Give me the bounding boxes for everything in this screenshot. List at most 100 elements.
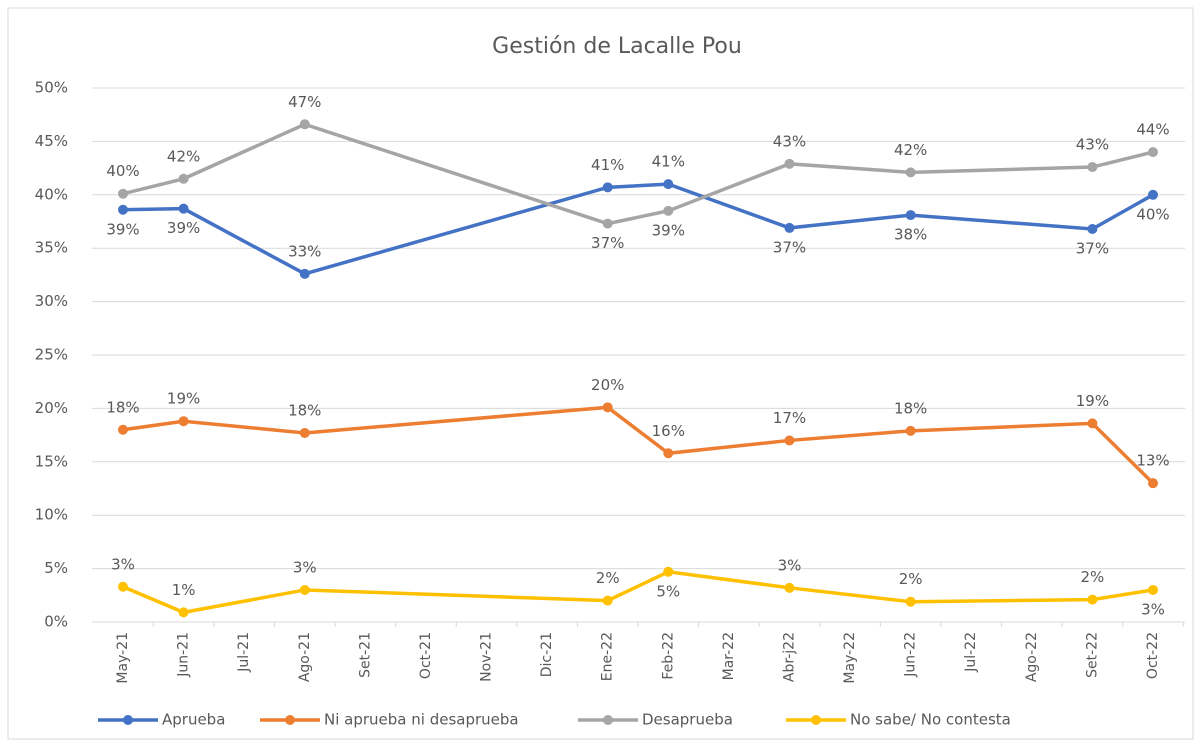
legend-label: No sabe/ No contesta	[850, 711, 1011, 729]
point	[1087, 594, 1098, 605]
data-label: 37%	[1076, 239, 1109, 257]
legend-marker	[603, 715, 613, 725]
data-label: 5%	[656, 582, 680, 600]
point	[1148, 189, 1158, 200]
point	[299, 584, 310, 595]
legend-label: Aprueba	[162, 711, 225, 729]
point	[118, 424, 128, 435]
x-tick-label: Oct-21	[418, 632, 434, 679]
chart-frame	[7, 7, 1194, 740]
data-label: 40%	[1136, 205, 1169, 223]
x-tick-label: Nov-21	[479, 632, 495, 682]
point	[663, 448, 674, 459]
x-tick-label: May-22	[842, 632, 858, 684]
point	[905, 596, 916, 607]
data-label: 3%	[1141, 600, 1165, 618]
point	[905, 425, 916, 436]
data-label: 18%	[106, 398, 139, 416]
data-label: 40%	[106, 162, 139, 180]
y-tick-label: 30%	[35, 292, 68, 310]
x-tick-label: Set-21	[357, 632, 373, 678]
y-tick-label: 10%	[35, 506, 68, 524]
point	[602, 218, 613, 229]
data-label: 41%	[652, 153, 685, 171]
point	[118, 188, 128, 199]
data-label: 17%	[773, 409, 806, 427]
legend-label: Ni aprueba ni desaprueba	[324, 711, 519, 729]
y-tick-label: 40%	[35, 185, 68, 203]
point	[1087, 223, 1098, 234]
data-label: 18%	[288, 401, 321, 419]
point	[1148, 584, 1158, 595]
data-label: 33%	[288, 242, 321, 260]
data-label: 3%	[111, 555, 135, 573]
point	[905, 210, 916, 221]
point	[178, 203, 189, 214]
y-tick-label: 0%	[44, 613, 68, 631]
y-tick-label: 15%	[35, 452, 68, 470]
point	[178, 173, 189, 184]
data-label: 42%	[167, 147, 200, 165]
data-label: 1%	[172, 581, 196, 599]
data-label: 47%	[288, 93, 321, 111]
point	[1148, 147, 1158, 158]
data-label: 42%	[894, 141, 927, 159]
data-label: 41%	[591, 156, 624, 174]
point	[784, 158, 795, 169]
legend-marker	[811, 715, 821, 725]
point	[784, 222, 795, 233]
x-tick-label: Abr-j22	[781, 632, 797, 682]
x-tick-label: Oct-22	[1145, 632, 1161, 679]
point	[663, 179, 674, 190]
point	[1148, 478, 1158, 489]
data-label: 20%	[591, 376, 624, 394]
point	[118, 204, 128, 215]
point	[784, 582, 795, 593]
data-label: 2%	[1081, 568, 1105, 586]
point	[1087, 162, 1098, 173]
data-label: 19%	[167, 390, 200, 408]
x-tick-label: Feb-22	[660, 632, 676, 680]
x-tick-label: Ago-21	[297, 632, 313, 682]
x-tick-label: Set-22	[1084, 632, 1100, 678]
data-label: 38%	[894, 226, 927, 244]
y-tick-label: 35%	[35, 239, 68, 257]
data-label: 39%	[106, 220, 139, 238]
data-label: 2%	[899, 570, 923, 588]
data-label: 44%	[1136, 121, 1169, 139]
data-label: 3%	[293, 558, 317, 576]
point	[178, 416, 189, 427]
point	[299, 268, 310, 279]
x-tick-label: May-21	[115, 632, 131, 684]
data-label: 2%	[596, 569, 620, 587]
point	[602, 595, 613, 606]
data-label: 19%	[1076, 392, 1109, 410]
point	[663, 566, 674, 577]
point	[118, 581, 128, 592]
x-tick-label: Dic-21	[539, 632, 555, 677]
y-tick-label: 20%	[35, 399, 68, 417]
point	[663, 205, 674, 216]
x-tick-label: Mar-22	[721, 632, 737, 680]
y-tick-label: 5%	[44, 559, 68, 577]
legend-marker	[285, 715, 295, 725]
x-tick-label: Jun-21	[176, 632, 192, 678]
data-label: 43%	[1076, 136, 1109, 154]
point	[905, 167, 916, 178]
data-label: 39%	[167, 219, 200, 237]
x-tick-label: Jul-22	[963, 632, 979, 673]
x-tick-label: Jul-21	[236, 632, 252, 673]
x-tick-label: Jun-22	[903, 632, 919, 678]
data-label: 18%	[894, 399, 927, 417]
data-label: 3%	[778, 556, 802, 574]
point	[299, 119, 310, 130]
y-tick-label: 45%	[35, 132, 68, 150]
data-label: 37%	[591, 234, 624, 252]
point	[784, 435, 795, 446]
x-tick-label: Ene-22	[600, 632, 616, 681]
point	[178, 607, 189, 618]
point	[602, 402, 613, 413]
legend-marker	[123, 715, 133, 725]
x-tick-label: Ago-22	[1024, 632, 1040, 682]
